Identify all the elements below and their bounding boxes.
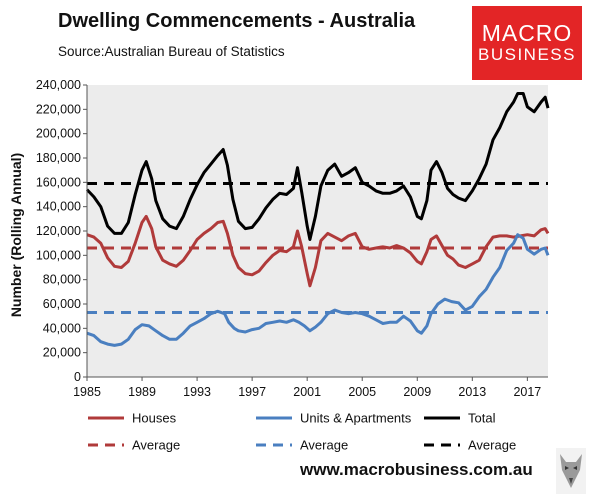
legend-label-1: Units & Apartments — [300, 411, 412, 426]
x-tick-label: 2001 — [293, 385, 321, 399]
x-tick-label: 2009 — [403, 385, 431, 399]
y-tick-label: 120,000 — [36, 224, 81, 238]
legend-average-label-0: Average — [132, 438, 180, 453]
legend-average-label-1: Average — [300, 438, 348, 453]
legend-average-label-2: Average — [468, 438, 516, 453]
chart-svg: 0 20,000 40,000 60,000 80,000 100,000 120,000 1… — [36, 78, 550, 453]
y-tick-label: 160,000 — [36, 175, 81, 189]
y-tick-label: 180,000 — [36, 151, 81, 165]
series-line-houses — [86, 214, 550, 288]
x-tick-label: 1989 — [128, 385, 156, 399]
website-url: www.macrobusiness.com.au — [300, 460, 533, 479]
series-line-total — [85, 92, 550, 241]
y-tick-label: 60,000 — [43, 297, 81, 311]
x-tick-label: 2017 — [513, 385, 541, 399]
y-tick-label: 200,000 — [36, 127, 81, 141]
plot-area — [87, 85, 548, 377]
y-tick-label: 40,000 — [43, 321, 81, 335]
y-tick-label: 20,000 — [43, 346, 81, 360]
legend-label-0: Houses — [132, 411, 177, 426]
series-line-units-apartments — [86, 233, 550, 347]
logo-line1: MACRO — [481, 20, 573, 46]
wolf-logo-icon — [556, 448, 586, 494]
y-tick-label: 240,000 — [36, 78, 81, 92]
y-tick-label: 0 — [74, 370, 81, 384]
y-tick-label: 80,000 — [43, 273, 81, 287]
x-tick-label: 2013 — [458, 385, 486, 399]
y-tick-label: 220,000 — [36, 102, 81, 116]
y-tick-label: 100,000 — [36, 248, 81, 262]
x-tick-label: 1997 — [238, 385, 266, 399]
chart-source: Source:Australian Bureau of Statistics — [58, 44, 285, 59]
legend-label-2: Total — [468, 411, 496, 426]
logo-line2: BUSINESS — [478, 45, 576, 64]
y-tick-label: 140,000 — [36, 200, 81, 214]
x-tick-label: 1985 — [73, 385, 101, 399]
chart-title: Dwelling Commencements - Australia — [58, 10, 416, 32]
x-tick-label: 1993 — [183, 385, 211, 399]
macrobusiness-logo: MACRO BUSINESS — [472, 6, 582, 80]
x-tick-label: 2005 — [348, 385, 376, 399]
